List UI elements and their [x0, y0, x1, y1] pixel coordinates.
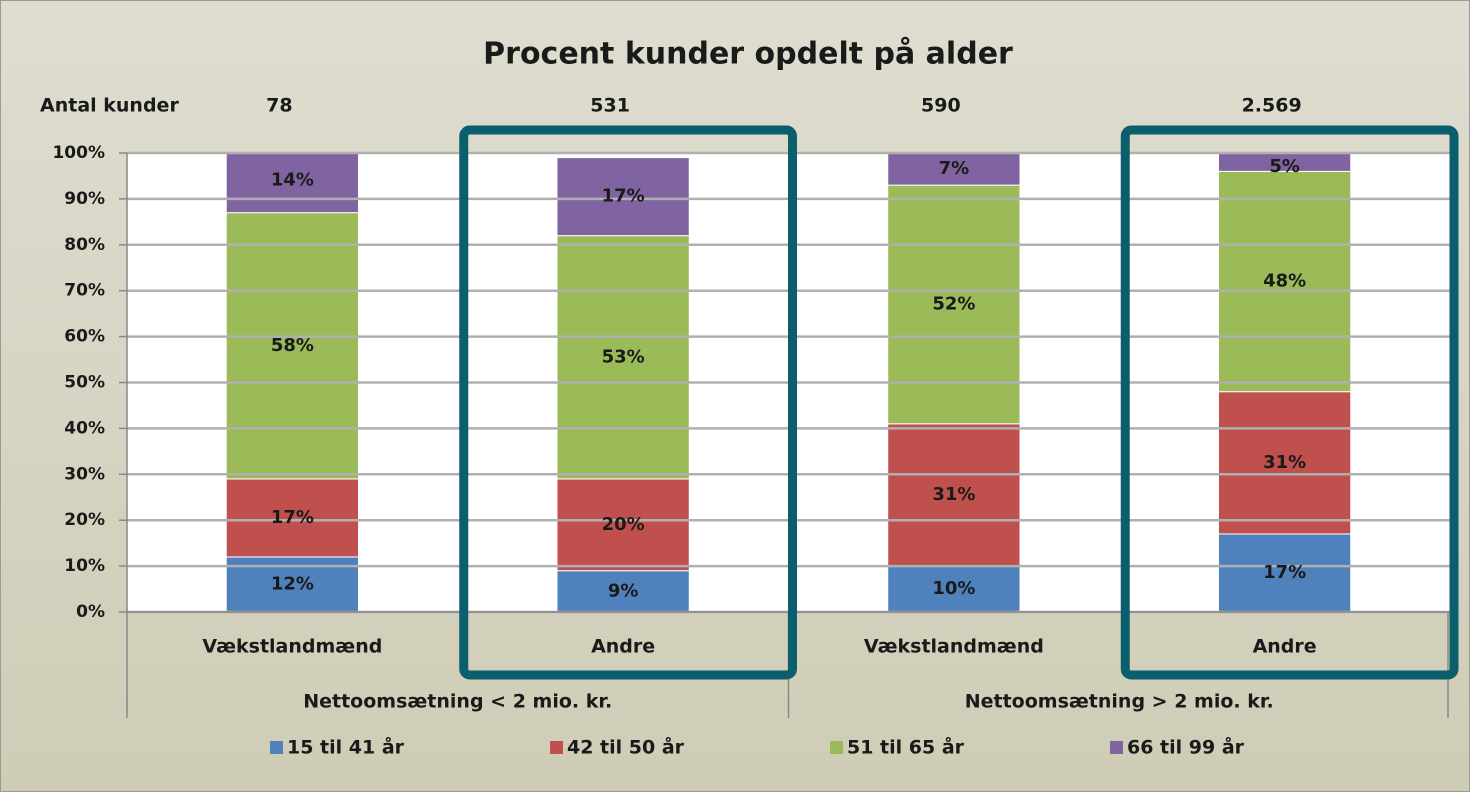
data-label: 31% [932, 484, 975, 505]
bar-segment [887, 423, 1021, 567]
bar-segment [225, 212, 360, 480]
count-label: 590 [921, 95, 961, 117]
data-label: 5% [1269, 156, 1300, 177]
legend-label: 15 til 41 år [287, 735, 405, 759]
y-tick-label: 70% [64, 281, 105, 301]
data-label: 10% [932, 578, 975, 599]
bar-segment [887, 184, 1021, 425]
data-label: 52% [932, 293, 975, 314]
legend-label: 51 til 65 år [847, 735, 965, 759]
highlight-box [459, 125, 797, 680]
y-tick-label: 30% [64, 464, 105, 484]
data-label: 48% [1263, 271, 1306, 292]
counts-label: Antal kunder [40, 95, 179, 117]
y-tick-label: 100% [52, 143, 105, 163]
data-label: 31% [1263, 452, 1306, 473]
x-tick-label: Andre [591, 636, 655, 658]
bar-segment [556, 478, 690, 572]
legend-label: 66 til 99 år [1127, 735, 1245, 759]
y-tick-label: 0% [76, 602, 105, 622]
legend-label: 42 til 50 år [567, 735, 685, 759]
bar-segment [1217, 533, 1352, 612]
x-tick-label: Andre [1253, 636, 1317, 658]
y-tick-label: 50% [64, 373, 105, 393]
data-label: 17% [271, 507, 314, 528]
y-tick-label: 20% [64, 510, 105, 530]
data-label: 20% [602, 514, 645, 535]
bar-segment [556, 235, 690, 480]
highlight-box [1120, 125, 1459, 680]
bar-segment [1217, 391, 1352, 535]
legend-swatch [270, 741, 283, 754]
legend-swatch [1110, 741, 1123, 754]
bar-segment [225, 153, 360, 214]
chart-title: Procent kunder opdelt på alder [483, 36, 1013, 72]
bars [225, 153, 1352, 612]
data-label: 14% [271, 170, 314, 191]
y-tick-label: 80% [64, 235, 105, 255]
bar-segment [1217, 170, 1352, 393]
x-tick-label: Vækstlandmænd [202, 636, 382, 658]
bar-segment [887, 153, 1021, 186]
data-label: 9% [608, 580, 639, 601]
data-label: 7% [939, 158, 970, 179]
data-label: 53% [602, 346, 645, 367]
data-label: 58% [271, 335, 314, 356]
group-label: Nettoomsætning < 2 mio. kr. [303, 691, 612, 713]
legend-swatch [830, 741, 843, 754]
y-tick-label: 90% [64, 189, 105, 209]
bar-segment [887, 565, 1021, 612]
x-tick-label: Vækstlandmænd [864, 636, 1044, 658]
bar-segment [556, 570, 690, 612]
data-label: 17% [602, 186, 645, 207]
count-label: 78 [266, 95, 292, 117]
data-label: 17% [1263, 562, 1306, 583]
data-label: 12% [271, 573, 314, 594]
legend-swatch [550, 741, 563, 754]
y-tick-label: 40% [64, 418, 105, 438]
y-tick-label: 10% [64, 556, 105, 576]
y-tick-label: 60% [64, 327, 105, 347]
bar-segment [225, 478, 360, 558]
bar-segment [1217, 153, 1352, 172]
count-label: 2.569 [1242, 95, 1302, 117]
group-label: Nettoomsætning > 2 mio. kr. [965, 691, 1274, 713]
count-label: 531 [590, 95, 630, 117]
bar-segment [556, 157, 690, 237]
